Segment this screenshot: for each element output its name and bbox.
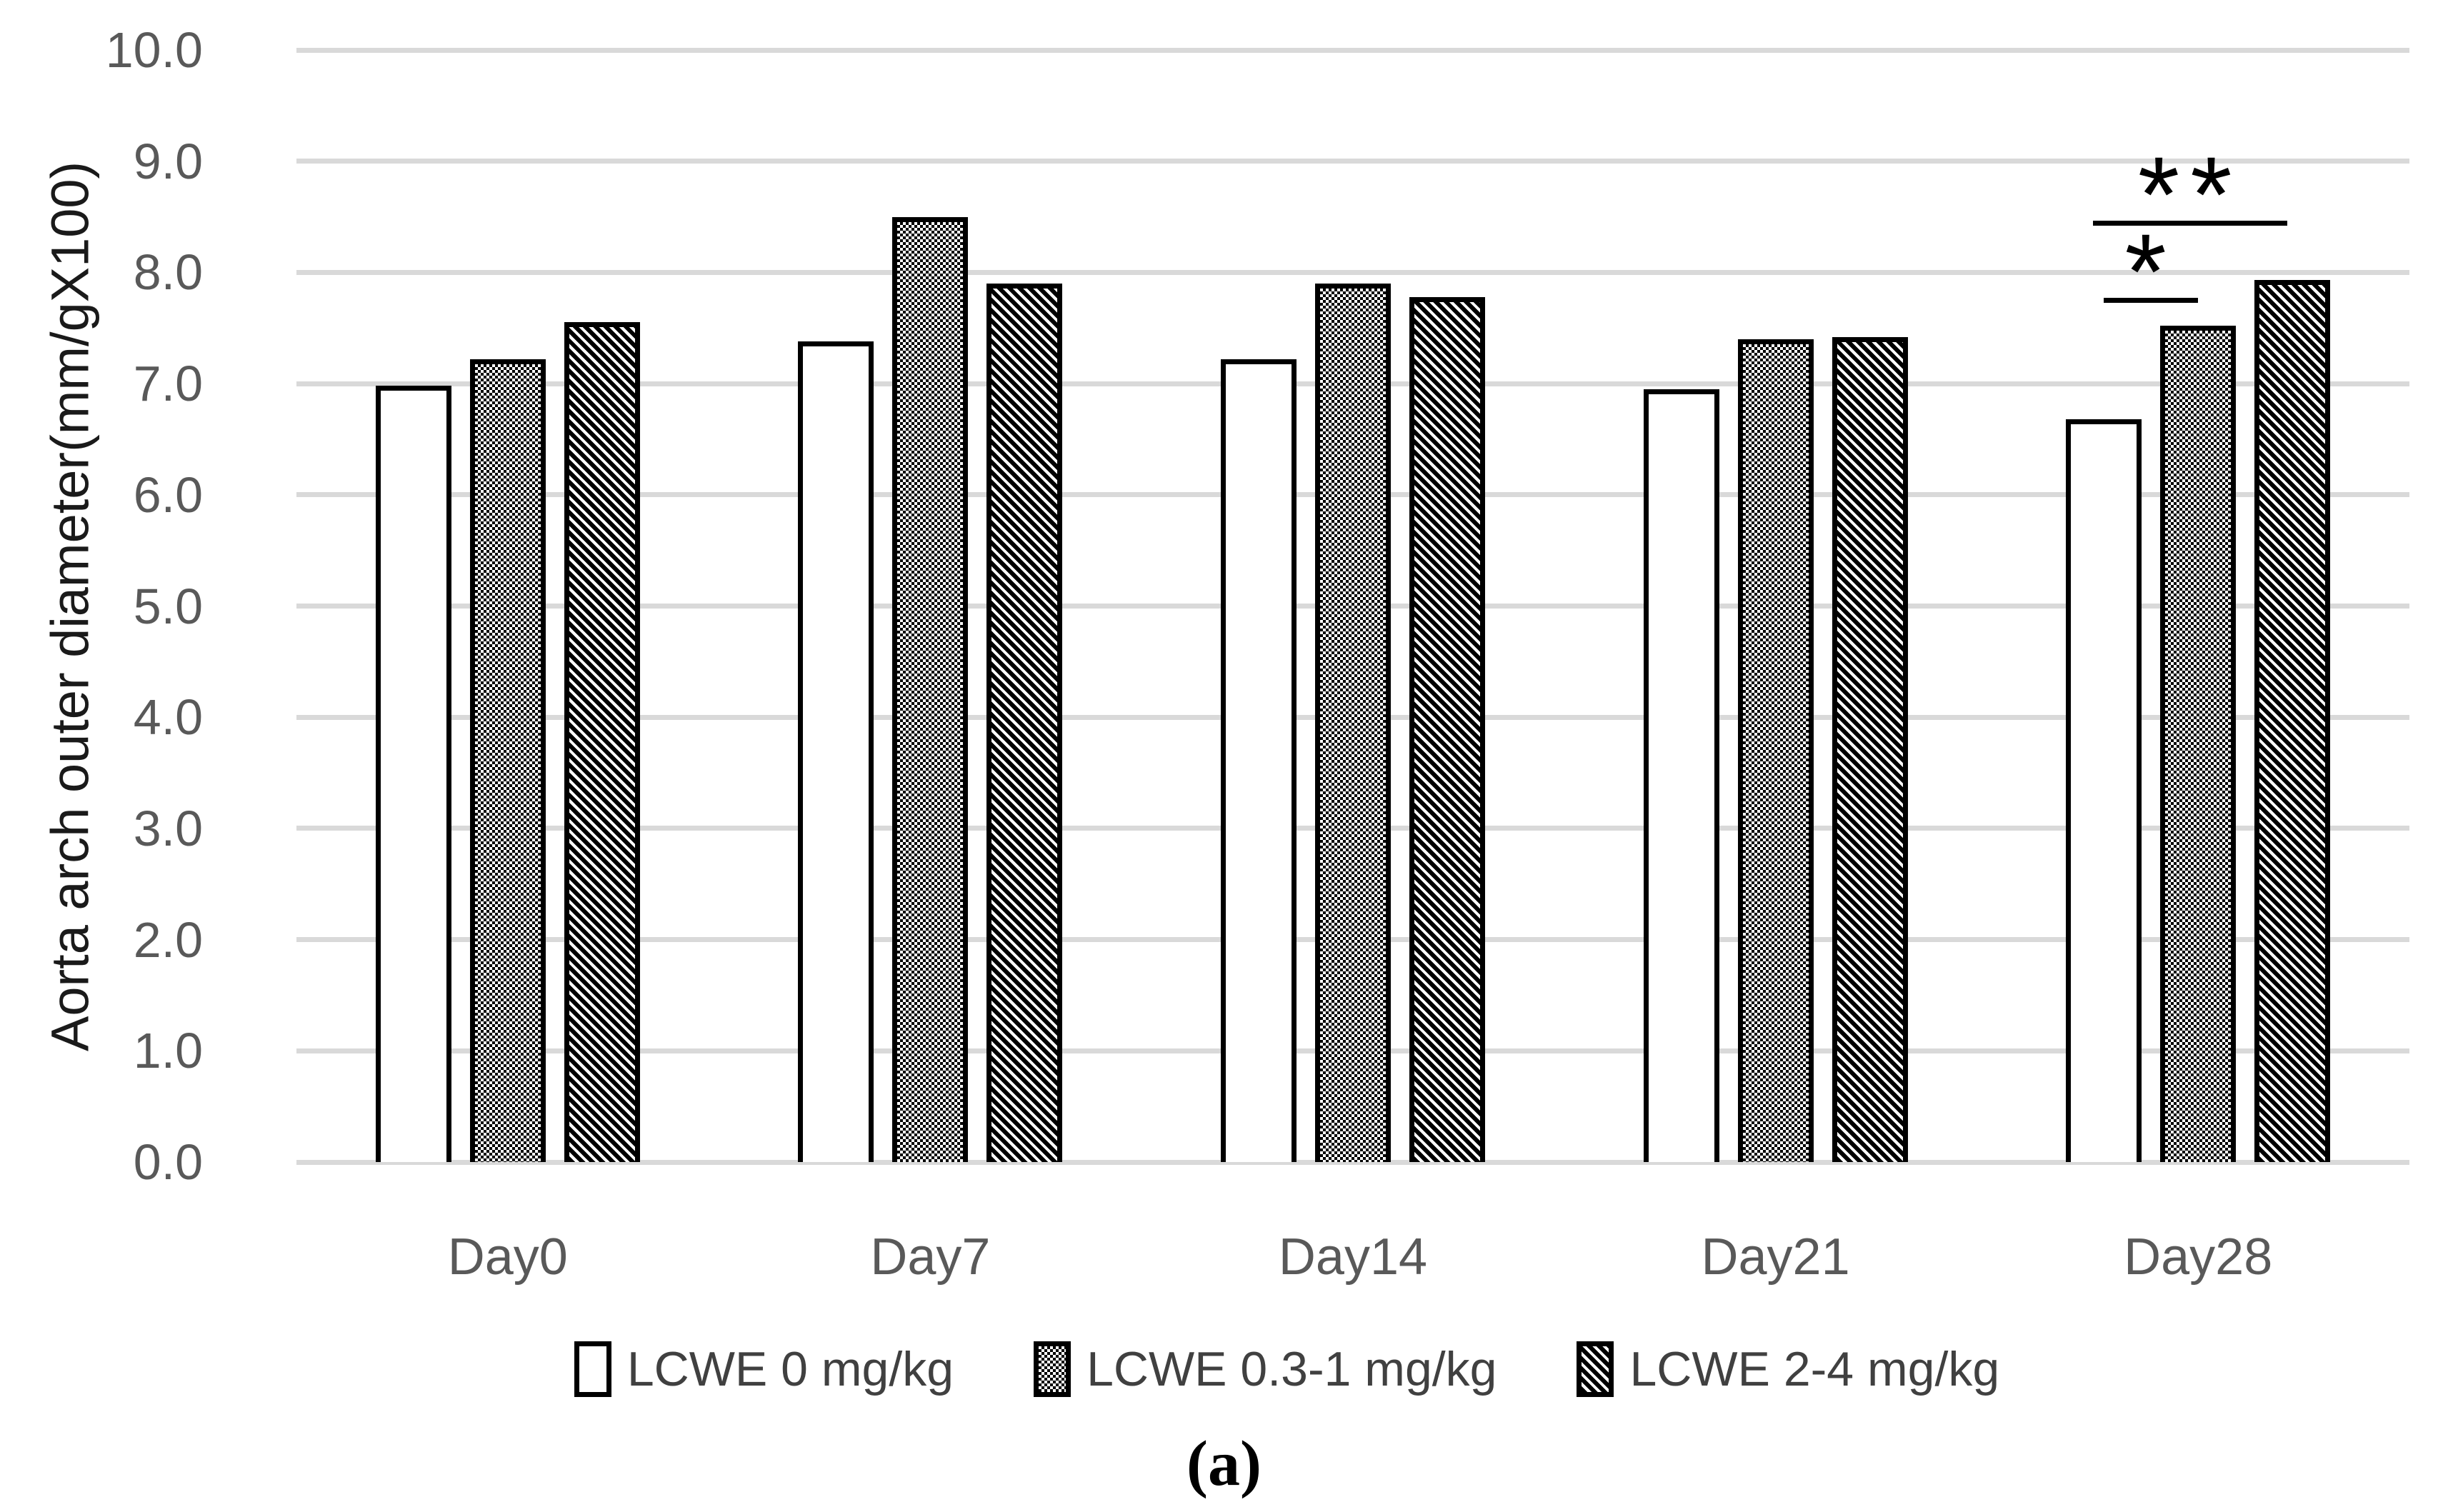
y-tick-label: 4.0 bbox=[133, 689, 203, 746]
y-tick-label: 9.0 bbox=[133, 133, 203, 189]
bar-day14-series0 bbox=[1220, 359, 1297, 1162]
y-tick-label: 5.0 bbox=[133, 578, 203, 634]
gridline bbox=[296, 269, 2409, 275]
gridline bbox=[296, 1159, 2409, 1165]
bar-group-day28: * ** bbox=[1987, 50, 2409, 1162]
bar-day28-series0 bbox=[2066, 419, 2142, 1162]
bar-day21-series0 bbox=[1643, 389, 1719, 1162]
x-tick-label-day0: Day0 bbox=[447, 1228, 568, 1286]
y-tick-label: 0.0 bbox=[133, 1134, 203, 1190]
bar-day14-series1 bbox=[1314, 283, 1391, 1162]
legend-item-series1: LCWE 0.3-1 mg/kg bbox=[1034, 1337, 1497, 1401]
bar-day0-series0 bbox=[375, 386, 451, 1162]
significance-star: ** bbox=[2137, 134, 2243, 254]
y-tick-label: 7.0 bbox=[133, 356, 203, 412]
bar-group-day21 bbox=[1564, 50, 1987, 1162]
plot-area: * ** bbox=[296, 47, 2409, 1165]
bar-group-day0 bbox=[296, 50, 719, 1162]
y-tick-label: 8.0 bbox=[133, 244, 203, 301]
bar-group-day7 bbox=[719, 50, 1142, 1162]
y-tick-label: 1.0 bbox=[133, 1023, 203, 1079]
x-tick-label-day7: Day7 bbox=[870, 1228, 991, 1286]
legend-label: LCWE 0 mg/kg bbox=[626, 1342, 954, 1396]
x-tick-label-day14: Day14 bbox=[1278, 1228, 1428, 1286]
y-tick-label: 2.0 bbox=[133, 911, 203, 968]
bar-day7-series1 bbox=[892, 216, 969, 1162]
bar-groups: * ** bbox=[296, 50, 2409, 1162]
y-tick-label: 3.0 bbox=[133, 800, 203, 856]
legend-swatch-icon bbox=[1034, 1341, 1071, 1397]
bar-day28-series1 bbox=[2160, 326, 2237, 1162]
legend-swatch-icon bbox=[574, 1341, 611, 1397]
significance-star: * bbox=[2124, 211, 2177, 331]
legend-label: LCWE 0.3-1 mg/kg bbox=[1086, 1342, 1497, 1396]
bar-day0-series2 bbox=[564, 322, 640, 1162]
bar-day0-series1 bbox=[469, 359, 546, 1162]
significance-line bbox=[2104, 298, 2199, 303]
bar-day21-series2 bbox=[1832, 336, 1908, 1162]
y-tick-label: 6.0 bbox=[133, 466, 203, 523]
figure-caption: (a) bbox=[1186, 1428, 1262, 1499]
significance-line bbox=[2093, 221, 2288, 226]
bar-day7-series2 bbox=[986, 283, 1063, 1162]
bar-day28-series2 bbox=[2254, 280, 2331, 1162]
legend-swatch-icon bbox=[1577, 1341, 1614, 1397]
y-axis-tick-labels: 0.0 1.0 2.0 3.0 4.0 5.0 6.0 7.0 8.0 9.0 10.0 bbox=[0, 25, 229, 1187]
x-axis-tick-labels: Day0 Day7 Day14 Day21 Day28 bbox=[296, 1214, 2409, 1300]
gridline bbox=[296, 159, 2409, 164]
gridline bbox=[296, 47, 2409, 53]
bar-day7-series0 bbox=[798, 341, 874, 1162]
bar-day14-series2 bbox=[1409, 296, 1485, 1162]
legend-item-series0: LCWE 0 mg/kg bbox=[574, 1337, 954, 1401]
bar-group-day14 bbox=[1141, 50, 1564, 1162]
x-tick-label-day21: Day21 bbox=[1701, 1228, 1850, 1286]
bar-day21-series1 bbox=[1737, 339, 1814, 1162]
legend-item-series2: LCWE 2-4 mg/kg bbox=[1577, 1337, 1999, 1401]
y-tick-label: 10.0 bbox=[105, 22, 203, 78]
legend-label: LCWE 2-4 mg/kg bbox=[1629, 1342, 2000, 1396]
legend: LCWE 0 mg/kg LCWE 0.3-1 mg/kg LCWE 2-4 mg/… bbox=[63, 1337, 2448, 1401]
x-tick-label-day28: Day28 bbox=[2124, 1228, 2273, 1286]
